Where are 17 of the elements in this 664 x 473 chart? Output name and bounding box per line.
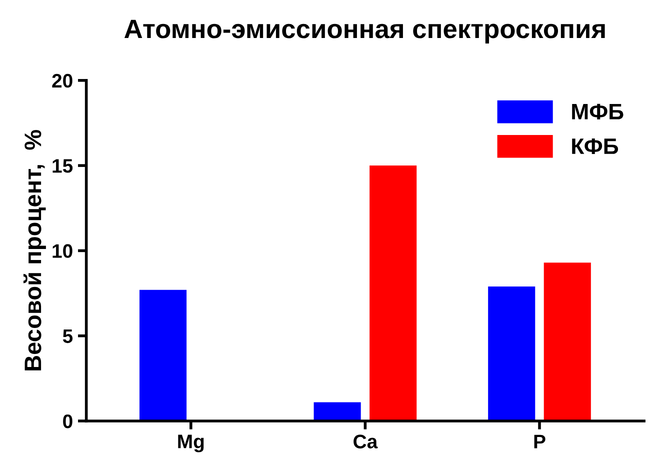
chart-title: Атомно-эмиссионная спектроскопия: [124, 20, 605, 44]
y-tick-label: 0: [63, 414, 72, 428]
y-tick-label: 10: [52, 244, 72, 258]
y-axis-title: Весовой процент, %: [23, 130, 46, 370]
legend-label: КФБ: [572, 138, 618, 154]
y-tick-label: 20: [52, 74, 72, 88]
legend-label: МФБ: [572, 104, 624, 120]
bar: [139, 290, 187, 421]
x-tick-label: P: [534, 434, 546, 448]
y-tick-label: 5: [62, 330, 73, 344]
y-tick-label: 15: [52, 159, 73, 173]
bar: [370, 166, 417, 421]
bar: [488, 286, 536, 421]
x-tick-label: Mg: [178, 434, 204, 452]
x-tick-label: Ca: [354, 434, 378, 448]
bar: [544, 262, 591, 421]
bar: [314, 402, 361, 421]
